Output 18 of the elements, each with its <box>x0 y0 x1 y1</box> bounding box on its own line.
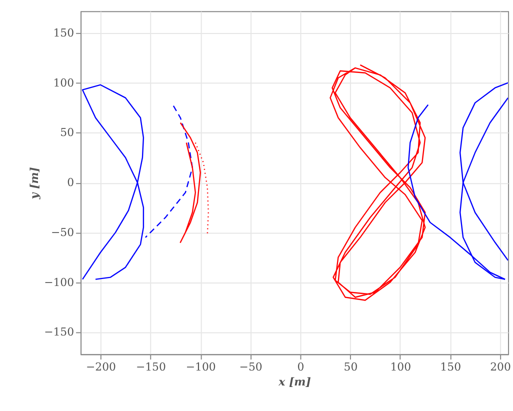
y-tick-label: 100 <box>53 76 74 90</box>
y-tick-label: −100 <box>44 276 74 289</box>
x-tick-label: 150 <box>440 360 462 374</box>
x-tick-label: −150 <box>136 360 166 374</box>
x-tick-label: 200 <box>490 360 512 374</box>
y-axis-title: y [m] <box>28 167 42 200</box>
x-axis-title: x [m] <box>278 375 311 388</box>
x-tick-label: −100 <box>186 360 216 374</box>
y-tick-label: 50 <box>60 126 74 140</box>
y-tick-label: 150 <box>53 26 74 40</box>
y-tick-label: −50 <box>51 226 74 239</box>
y-tick-label: −150 <box>44 326 74 339</box>
x-tick-label: 100 <box>390 360 412 374</box>
x-tick-label: 0 <box>297 360 304 374</box>
x-tick-label: 50 <box>344 360 358 374</box>
x-tick-label: −50 <box>239 360 262 374</box>
y-tick-label: 0 <box>67 176 74 190</box>
x-tick-label: −200 <box>86 360 116 374</box>
